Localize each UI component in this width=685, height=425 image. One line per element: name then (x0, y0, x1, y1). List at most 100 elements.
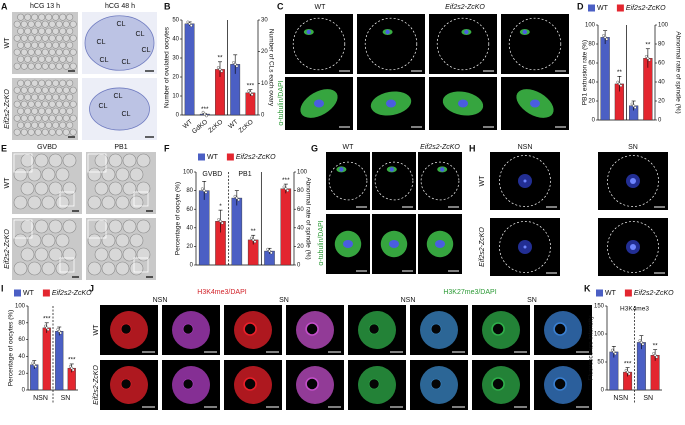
replicate-dot (189, 24, 193, 27)
oocyte (52, 27, 60, 35)
replicate-dot (233, 194, 237, 198)
replicate-dot (639, 340, 643, 344)
bar (245, 92, 256, 116)
oocyte (129, 167, 144, 182)
y2-tick-label: 10 (261, 81, 268, 87)
nucleolus (305, 322, 319, 336)
micrograph (429, 14, 497, 74)
column-label: Eif2s2-ZcKO (420, 144, 460, 151)
micrograph (357, 14, 425, 74)
replicate-dot (57, 329, 61, 333)
oocyte (115, 167, 130, 182)
oocyte (108, 247, 123, 262)
oocyte (59, 27, 67, 35)
legend-swatch (42, 289, 50, 297)
y-tick-label: 150 (594, 304, 605, 310)
oocyte (94, 247, 109, 262)
replicate-dot (655, 355, 659, 359)
micrograph (285, 14, 353, 74)
oocyte (27, 128, 35, 136)
bar (231, 197, 243, 266)
significance: ** (217, 55, 223, 62)
oocyte (20, 114, 28, 122)
micrograph (326, 152, 370, 210)
y-tick-label: 20 (588, 99, 595, 105)
replicate-dot (266, 247, 270, 251)
replicate-dot (249, 236, 253, 240)
y2-tick-label: 60 (297, 207, 304, 213)
y-tick-label: 100 (585, 23, 596, 29)
oocyte (115, 195, 130, 210)
oocyte (62, 34, 70, 42)
oocyte (34, 219, 49, 234)
oocyte (115, 233, 130, 248)
oocyte (48, 247, 63, 262)
oocyte (41, 86, 49, 94)
oocyte (31, 27, 39, 35)
oocyte (13, 62, 21, 70)
replicate-dot (70, 366, 74, 370)
replicate-dot (652, 352, 655, 355)
replicate-dot (648, 58, 651, 62)
oocyte (31, 55, 39, 63)
column-label: hCG 13 h (30, 3, 60, 10)
oocyte (62, 62, 70, 70)
panel-letter: F (164, 143, 170, 153)
oocyte (13, 34, 21, 42)
replicate-dot (286, 189, 290, 192)
cl-label: CL (122, 111, 131, 118)
oocyte (27, 261, 42, 276)
replicate-dot (624, 368, 628, 372)
nucleolus (305, 377, 319, 391)
oocyte (34, 100, 42, 108)
ovary (84, 15, 155, 71)
inset (59, 191, 75, 207)
y-tick-label: 100 (183, 170, 194, 176)
replicate-dot (633, 106, 637, 109)
oocyte (48, 181, 63, 196)
oocyte (62, 86, 70, 94)
cl-label: CL (136, 31, 145, 38)
panel-letter: A (1, 1, 8, 11)
micrograph (501, 14, 569, 74)
replicate-dot (653, 353, 657, 357)
bar (636, 342, 646, 391)
y-tick-label: 50 (172, 18, 179, 24)
column-label: SN (527, 297, 537, 304)
oocyte (59, 107, 67, 115)
x-tick-label: GdKO (191, 118, 209, 135)
inset (133, 257, 149, 273)
group-label: PB1 (238, 171, 251, 178)
replicate-dot (626, 370, 630, 374)
y-tick-label: 40 (172, 37, 179, 43)
replicate-dot (602, 34, 605, 37)
oocyte (55, 62, 63, 70)
oocyte-outline (374, 161, 414, 201)
oocyte (66, 41, 74, 49)
oocyte (108, 181, 123, 196)
x-tick-label: WT (182, 118, 194, 130)
oocyte (101, 167, 116, 182)
nucleolus (553, 377, 567, 391)
oocyte (59, 13, 67, 21)
oocyte (122, 247, 137, 262)
oocyte (55, 34, 63, 42)
oocyte (17, 121, 25, 129)
oocyte (34, 48, 42, 56)
oocyte (62, 20, 70, 28)
ovary (89, 87, 150, 131)
y-tick-label: 30 (172, 56, 179, 62)
oocyte (38, 93, 46, 101)
significance: ** (617, 69, 623, 76)
column-label: hCG 48 h (105, 3, 135, 10)
panel-letter: E (1, 143, 7, 153)
oocyte (13, 128, 21, 136)
y2-tick-label: 20 (261, 49, 268, 55)
y2-tick-label: 30 (261, 18, 268, 24)
oocyte (20, 62, 28, 70)
row-label: WT (479, 175, 486, 187)
oocyte (24, 93, 32, 101)
oocyte (27, 48, 35, 56)
oocyte (20, 34, 28, 42)
